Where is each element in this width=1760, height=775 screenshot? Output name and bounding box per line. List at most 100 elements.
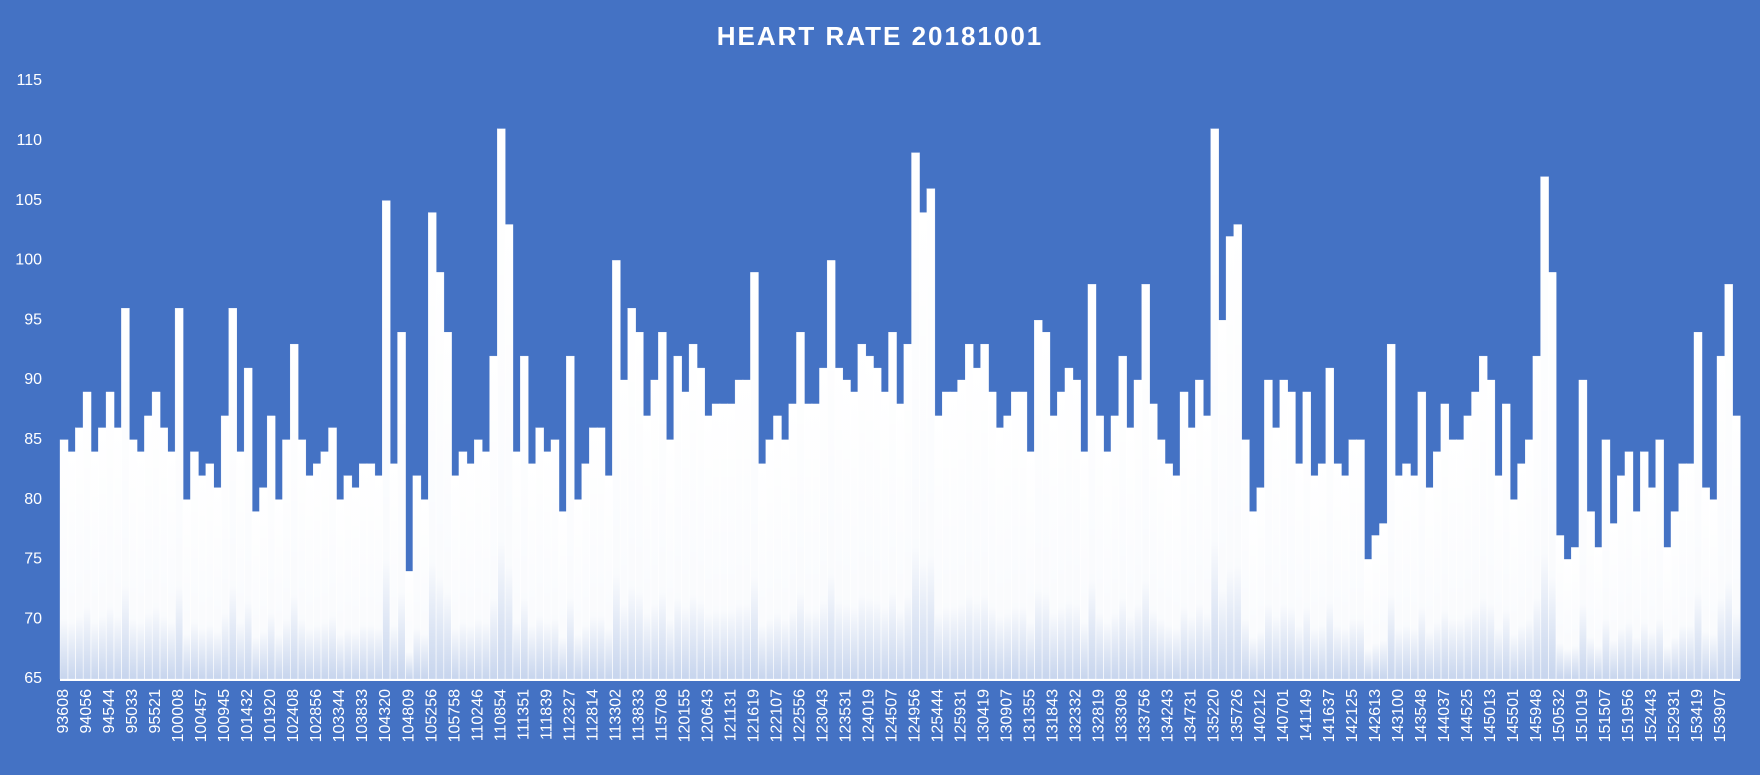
bar: [888, 332, 897, 680]
bar: [1271, 427, 1281, 680]
bar: [82, 391, 92, 680]
bar: [527, 463, 537, 680]
bar: [811, 403, 821, 680]
bar: [305, 475, 314, 680]
bar: [834, 367, 844, 680]
x-tick-label: 130419: [976, 689, 993, 742]
bar: [351, 487, 360, 680]
x-tick-label: 131843: [1045, 689, 1062, 742]
x-tick-label: 100945: [216, 689, 233, 742]
bar: [1563, 559, 1572, 680]
bar: [313, 463, 322, 680]
bar: [957, 379, 966, 680]
bar: [543, 451, 552, 680]
bar: [389, 463, 399, 680]
bar: [474, 439, 483, 680]
x-tick-label: 135726: [1229, 689, 1246, 742]
bar: [336, 499, 345, 680]
bar: [1578, 379, 1588, 680]
bar: [59, 439, 69, 680]
bar: [1479, 355, 1488, 680]
bar: [566, 355, 575, 680]
x-tick-label: 141637: [1321, 689, 1338, 742]
x-tick-label: 101432: [239, 689, 256, 742]
x-tick-label: 112814: [584, 689, 601, 741]
x-tick-label: 123043: [815, 689, 832, 742]
bar: [842, 379, 851, 680]
bar: [642, 415, 652, 680]
bar: [1363, 559, 1373, 680]
x-tick-label: 152931: [1666, 689, 1683, 742]
bar: [1218, 320, 1227, 680]
bar: [1502, 403, 1511, 680]
bar: [190, 451, 199, 680]
bar: [773, 415, 782, 680]
bar: [274, 499, 284, 680]
x-tick-label: 104809: [400, 689, 417, 742]
y-tick-label: 65: [24, 670, 42, 687]
bar: [397, 332, 406, 680]
bar: [1517, 463, 1526, 680]
x-tick-label: 133756: [1137, 689, 1154, 742]
bar: [1686, 463, 1695, 680]
bar: [489, 355, 498, 680]
x-tick-label: 132332: [1068, 689, 1085, 742]
x-tick-label: 144525: [1459, 689, 1476, 742]
bar: [504, 224, 514, 680]
bar: [1210, 128, 1219, 680]
x-tick-label: 151019: [1574, 689, 1591, 742]
bar: [1241, 439, 1250, 680]
bar: [1394, 475, 1404, 680]
bar: [236, 451, 245, 680]
bar: [581, 463, 590, 680]
bar: [205, 463, 214, 680]
bar: [243, 367, 253, 680]
bar: [1049, 415, 1058, 680]
bar: [297, 439, 307, 680]
bar: [420, 499, 429, 680]
y-tick-label: 80: [24, 491, 42, 508]
y-tick-label: 70: [24, 610, 42, 627]
y-tick-label: 115: [16, 72, 42, 89]
bar: [865, 355, 874, 680]
bar: [259, 487, 268, 680]
bar: [435, 272, 445, 680]
x-tick-label: 143548: [1413, 689, 1430, 742]
bar: [1709, 499, 1718, 680]
x-tick-label: 122107: [768, 689, 785, 742]
bar: [228, 308, 237, 680]
bar: [1655, 439, 1664, 680]
bar: [1540, 176, 1549, 680]
x-tick-label: 142613: [1367, 689, 1384, 742]
bar: [1340, 475, 1350, 680]
bar: [1609, 523, 1618, 680]
bar: [1026, 451, 1035, 680]
bar: [1409, 475, 1419, 680]
bar: [1716, 355, 1726, 680]
bar: [658, 332, 667, 680]
x-tick-label: 111351: [515, 689, 532, 740]
x-tick-label: 124507: [884, 689, 901, 742]
bar: [734, 379, 744, 680]
x-tick-label: 153907: [1712, 689, 1729, 742]
x-tick-label: 131355: [1022, 689, 1039, 742]
bar: [1302, 391, 1311, 680]
bar: [98, 427, 107, 680]
bar: [627, 308, 636, 680]
bar: [1110, 415, 1120, 680]
x-tick-label: 150532: [1551, 689, 1568, 742]
bar: [458, 451, 468, 680]
bar: [911, 152, 920, 680]
bar: [988, 391, 997, 680]
bar: [1724, 284, 1733, 680]
bar: [934, 415, 943, 680]
bar: [1486, 379, 1496, 680]
bar: [1256, 487, 1265, 680]
bar: [282, 439, 291, 680]
x-tick-label: 111839: [538, 689, 555, 740]
bar: [67, 451, 76, 680]
bar: [942, 391, 951, 680]
bar: [1325, 367, 1334, 680]
bar: [780, 439, 790, 680]
bar: [880, 391, 890, 680]
